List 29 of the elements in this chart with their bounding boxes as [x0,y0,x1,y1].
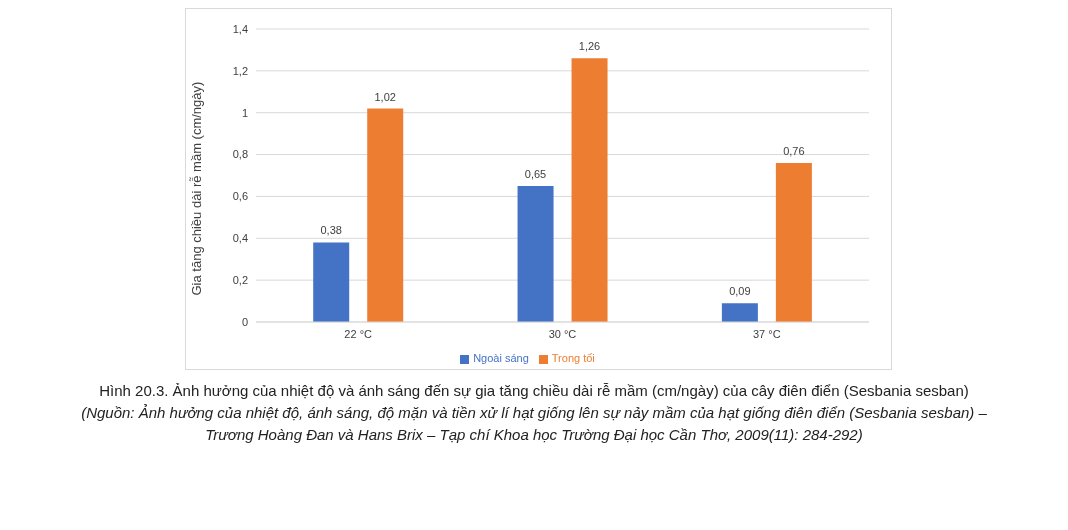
x-tick-label: 30 °C [548,327,577,340]
y-tick-label: 0,4 [232,232,248,245]
text: Trương Hoàng Đan và Hans Brix – Tạp chí Khoa học Trường Đại học Cần Thơ, 2009(11): 284-292) [204,425,864,445]
bar [313,242,350,322]
bar [517,185,554,322]
text: (Nguồn: Ảnh hưởng của nhiệt độ, ánh sáng, độ mặn và tiền xử lí hạt giống lên sự nảy mầm của hạt giống điên điển (Sesbania sesban) – [80,403,988,423]
data-label: 0,09 [729,285,751,298]
bar [571,58,608,322]
data-label: 0,38 [320,224,342,237]
y-tick-label: 0,8 [232,148,248,161]
data-label: 0,65 [524,167,547,180]
y-axis-title: Gia tăng chiều dài rễ mầm (cm/ngày) [188,81,204,296]
legend-label: Trong tối [551,352,595,364]
data-label: 1,02 [374,90,396,103]
text: Hình 20.3. Ảnh hưởng của nhiệt độ và ánh sáng đến sự gia tăng chiều dài rễ mầm (cm/ngày) của cây điên điển (Sesbania sesban) [98,381,970,401]
legend-label: Ngoài sáng [473,352,529,364]
x-tick-label: 22 °C [344,327,373,340]
data-label: 0,76 [783,144,805,157]
x-tick-label: 37 °C [753,327,781,340]
y-tick-label: 0 [241,315,248,328]
y-tick-label: 1,4 [232,22,248,35]
y-tick-label: 0,2 [232,274,248,287]
y-tick-label: 0,6 [232,190,248,203]
data-label: 1,26 [578,40,601,53]
bar [721,303,758,322]
y-tick-label: 1 [241,106,248,119]
bar [775,162,812,322]
bar [367,108,404,322]
y-tick-label: 1,2 [232,64,248,77]
